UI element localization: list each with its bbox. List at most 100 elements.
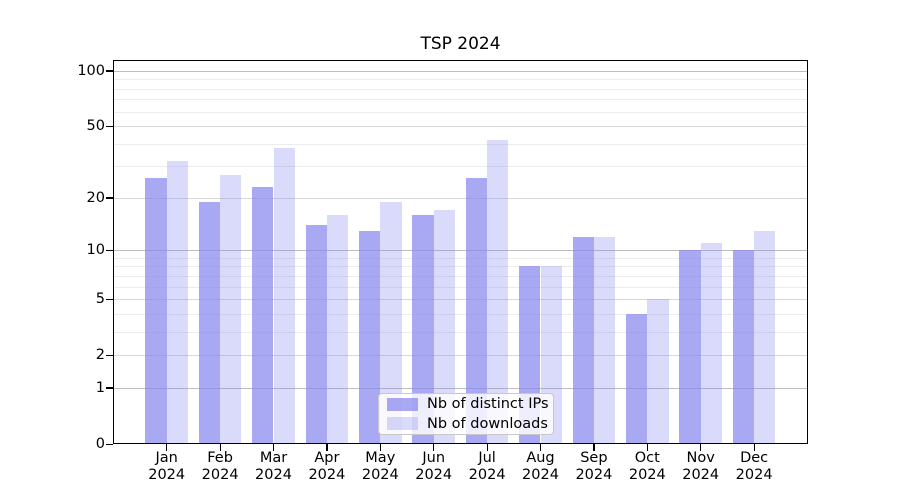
x-tick-text: 2024 (575, 467, 613, 483)
gridline-minor (113, 266, 808, 268)
x-tick-label-nov: Nov 2024 (666, 450, 736, 484)
y-tick-label-100: 100 (77, 62, 105, 79)
bar-downloads-jan (166, 161, 189, 444)
bar-distinct-ips-feb (198, 201, 221, 444)
x-tick-mark (700, 444, 702, 451)
x-tick-text: Mar (259, 450, 288, 466)
x-tick-mark (753, 444, 755, 451)
x-tick-mark (433, 444, 435, 451)
x-tick-text: Sep (580, 450, 608, 466)
y-tick-mark (106, 354, 113, 356)
legend-swatch-distinct-ips (387, 397, 418, 411)
x-tick-text: Aug (526, 450, 555, 466)
x-tick-text: 2024 (308, 467, 346, 483)
gridline-major (113, 70, 808, 72)
gridline-minor (113, 331, 808, 333)
x-tick-text: Oct (634, 450, 660, 466)
bar-distinct-ips-oct (625, 313, 648, 444)
x-tick-text: 2024 (361, 467, 399, 483)
x-tick-text: 2024 (415, 467, 453, 483)
x-tick-text: Nov (686, 450, 715, 466)
x-tick-text: 2024 (468, 467, 506, 483)
bar-downloads-sep (593, 236, 616, 444)
x-tick-text: Dec (740, 450, 769, 466)
gridline-major (113, 197, 808, 199)
y-tick-mark (106, 197, 113, 199)
bar-distinct-ips-jul (465, 177, 488, 444)
x-tick-mark (539, 444, 542, 451)
gridline-major (113, 299, 808, 301)
x-tick-text: 2024 (522, 467, 559, 483)
chart-title: TSP 2024 (420, 34, 501, 54)
x-tick-mark (646, 444, 648, 451)
x-tick-label-sep: Sep 2024 (559, 450, 629, 484)
bar-distinct-ips-apr (305, 225, 327, 444)
x-tick-text: Jun (422, 450, 446, 466)
bar-downloads-oct (647, 299, 669, 444)
x-tick-text: May (365, 450, 396, 466)
y-tick-mark (106, 249, 113, 251)
bar-downloads-feb (220, 174, 242, 444)
y-tick-mark (106, 298, 113, 300)
bar-distinct-ips-mar (252, 187, 274, 444)
gridline-minor (113, 88, 808, 90)
x-tick-text: Jul (478, 450, 496, 466)
y-tick-mark (106, 125, 113, 128)
x-tick-text: 2024 (148, 467, 186, 483)
bar-downloads-jun (433, 210, 456, 444)
bar-distinct-ips-may (358, 230, 381, 444)
y-tick-mark (106, 387, 113, 389)
bar-downloads-mar (273, 147, 295, 444)
gridline-minor (113, 313, 808, 315)
x-tick-label-jun: Jun 2024 (399, 450, 469, 484)
gridline-minor (113, 111, 808, 113)
x-tick-text: Apr (314, 450, 340, 466)
x-tick-mark (326, 444, 328, 451)
x-tick-label-mar: Mar 2024 (239, 450, 309, 484)
y-tick-label-10: 10 (86, 242, 105, 259)
x-tick-text: 2024 (682, 467, 720, 483)
legend: Nb of distinct IPs Nb of downloads (378, 393, 554, 435)
x-tick-mark (593, 444, 595, 451)
x-tick-mark (166, 444, 168, 451)
legend-item-distinct-ips: Nb of distinct IPs (379, 395, 553, 413)
x-tick-text: 2024 (255, 467, 292, 483)
gridline-major (113, 250, 808, 252)
gridline-minor (113, 166, 808, 168)
x-tick-text: Jan (155, 450, 178, 466)
y-tick-mark (106, 443, 113, 445)
x-tick-label-jul: Jul 2024 (452, 450, 522, 484)
legend-swatch-downloads (387, 417, 418, 431)
x-tick-mark (379, 444, 381, 451)
x-tick-label-oct: Oct 2024 (612, 450, 682, 484)
x-tick-text: Feb (207, 450, 233, 466)
gridline-minor (113, 286, 808, 288)
bar-distinct-ips-dec (732, 250, 755, 444)
legend-label-downloads: Nb of downloads (427, 415, 548, 432)
bar-distinct-ips-jun (412, 215, 434, 444)
y-tick-label-0: 0 (95, 436, 105, 452)
bar-downloads-dec (754, 230, 776, 444)
gridline-minor (113, 99, 808, 101)
x-tick-text: 2024 (628, 467, 666, 483)
y-tick-label-50: 50 (86, 118, 105, 135)
y-tick-mark (106, 70, 113, 72)
legend-item-downloads: Nb of downloads (379, 415, 553, 433)
gridline-minor (113, 143, 808, 145)
gridline-minor (113, 79, 808, 81)
y-tick-label-5: 5 (95, 291, 105, 308)
bar-distinct-ips-nov (679, 250, 701, 444)
gridline-minor (113, 257, 808, 259)
gridline-major (113, 387, 808, 389)
y-tick-label-1: 1 (95, 379, 105, 396)
x-tick-label-may: May 2024 (345, 450, 415, 484)
x-tick-label-jan: Jan 2024 (132, 450, 202, 484)
y-tick-label-2: 2 (95, 347, 105, 364)
x-tick-label-feb: Feb 2024 (185, 450, 255, 484)
gridline-major (113, 355, 808, 357)
x-tick-text: 2024 (201, 467, 239, 483)
x-tick-label-aug: Aug 2024 (506, 450, 576, 484)
bar-distinct-ips-sep (572, 236, 594, 444)
gridline-minor (113, 275, 808, 277)
